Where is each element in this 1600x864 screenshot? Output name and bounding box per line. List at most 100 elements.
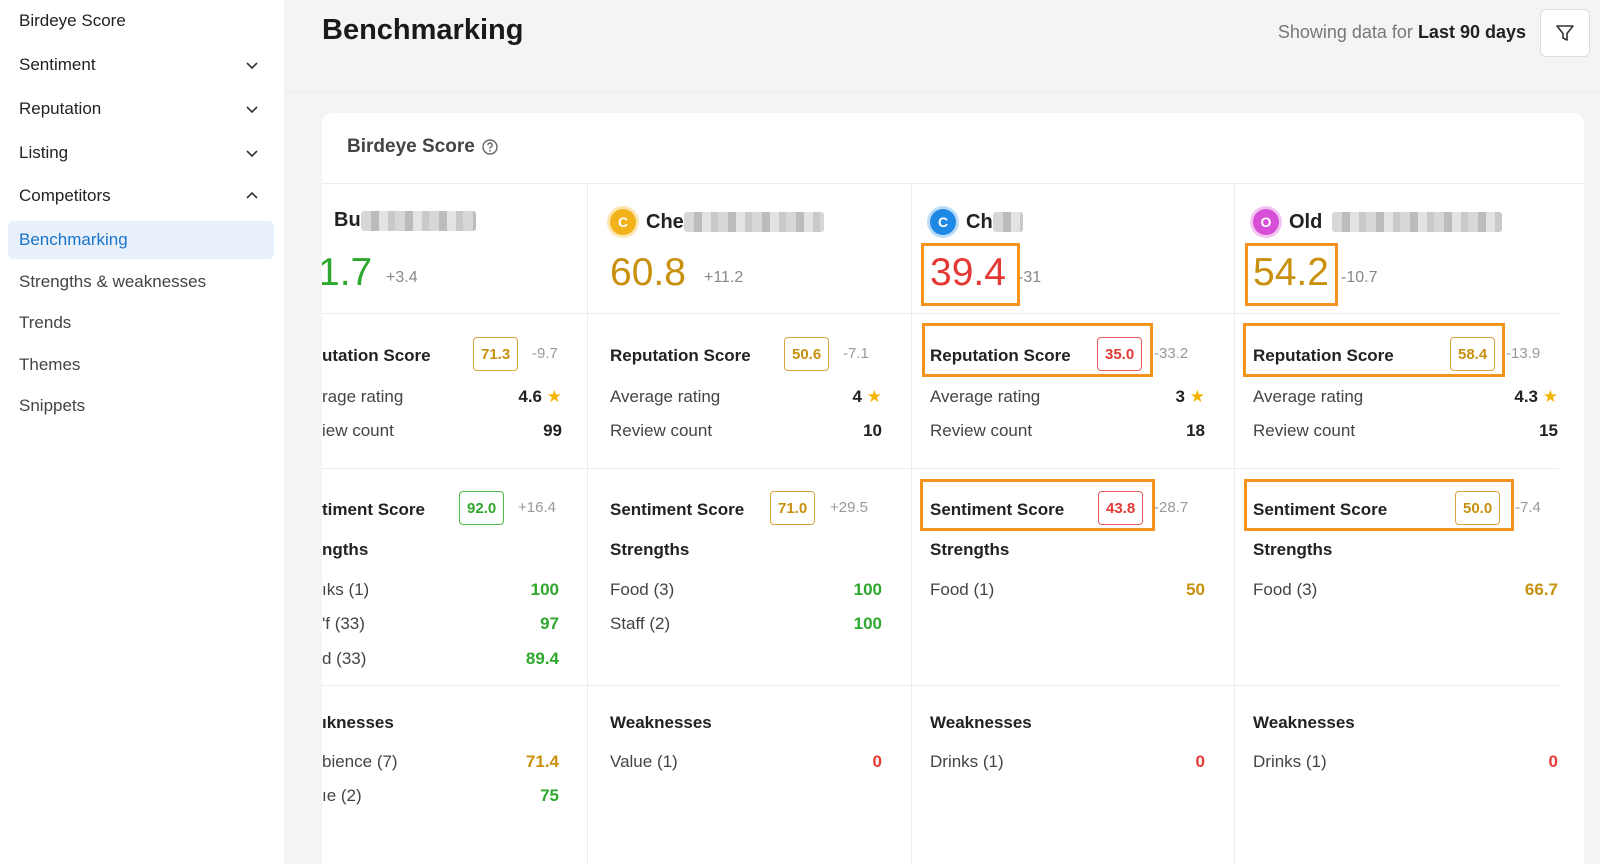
sentiment-score-label: Sentiment Score — [930, 500, 1065, 519]
sidebar-item-competitors[interactable]: Competitors — [19, 181, 260, 211]
sentiment-score-delta: +16.4 — [518, 499, 556, 516]
star-icon: ★ — [1189, 387, 1205, 406]
star-icon: ★ — [866, 387, 882, 406]
date-range-value: Last 90 days — [1417, 22, 1526, 42]
average-rating-label: Average rating — [930, 387, 1041, 406]
sidebar-item-label: Competitors — [19, 186, 111, 205]
sentiment-score-pill: 43.8 — [1098, 491, 1144, 525]
sidebar-item-birdeye-score[interactable]: Birdeye Score — [19, 6, 260, 36]
overall-score: 54.2 — [1253, 251, 1329, 294]
redacted-name — [683, 212, 824, 232]
competitor-name-text: Old — [1289, 210, 1323, 233]
sentiment-score-label: timent Score — [322, 500, 425, 519]
chevron-down-icon — [246, 62, 258, 70]
sidebar-subitem-themes[interactable]: Themes — [19, 350, 80, 380]
overall-score: 60.8 — [610, 251, 686, 294]
average-rating-value: 4.6 ★ — [518, 387, 562, 407]
review-count-label: iew count — [322, 421, 394, 440]
reputation-score-pill: 35.0 — [1097, 337, 1143, 371]
competitor-name-text: Bu — [334, 209, 361, 231]
sentiment-score-pill: 71.0 — [770, 491, 816, 525]
sentiment-score-delta: -28.7 — [1154, 499, 1189, 516]
competitor-column: Bu 1.7 +3.4 utation Score 71.3 -9.7 rage… — [322, 183, 587, 864]
strength-item-label: Staff (2) — [610, 614, 671, 633]
date-range-text: Showing data for Last 90 days — [1278, 22, 1526, 43]
sentiment-score-label: Sentiment Score — [1253, 500, 1388, 519]
overall-score-delta: +11.2 — [704, 269, 744, 286]
sidebar-subitem-label: Benchmarking — [19, 230, 128, 249]
strengths-label: ngths — [322, 540, 369, 559]
reputation-score-pill: 58.4 — [1450, 337, 1496, 371]
strength-item-label: Food (3) — [610, 580, 675, 599]
sidebar-subitem-label: Snippets — [19, 396, 86, 415]
sentiment-score-delta: -7.4 — [1515, 499, 1541, 516]
weakness-item-value: 75 — [540, 786, 559, 805]
weakness-item-value: 71.4 — [525, 752, 559, 771]
sidebar-item-label: Birdeye Score — [19, 11, 126, 30]
sidebar-subitem-label: Trends — [19, 313, 72, 332]
competitor-column: O Old 54.2 -10.7 Reputation Score 58.4 -… — [1235, 183, 1584, 864]
average-rating-number: 4 — [852, 387, 863, 406]
strength-item-label: Food (1) — [930, 580, 995, 599]
average-rating-value: 4 ★ — [853, 387, 882, 407]
competitor-name-text: Ch — [966, 210, 993, 233]
sidebar-item-reputation[interactable]: Reputation — [19, 94, 260, 124]
column-divider — [911, 183, 912, 864]
highlight-box — [921, 243, 1020, 306]
overall-score-delta: +3.4 — [386, 269, 418, 286]
competitor-badge: C — [610, 209, 636, 235]
average-rating-value: 3 ★ — [1176, 387, 1205, 407]
reputation-score-label: Reputation Score — [930, 346, 1071, 365]
overall-score: 39.4 — [930, 251, 1006, 294]
competitor-badge: C — [930, 209, 956, 235]
sidebar-subitem-snippets[interactable]: Snippets — [19, 391, 85, 421]
sentiment-score-pill: 92.0 — [459, 491, 505, 525]
review-count-value: 15 — [1539, 421, 1558, 440]
row-divider — [322, 685, 1559, 686]
header-divider — [284, 92, 1600, 93]
review-count-value: 10 — [863, 421, 882, 440]
review-count-label: Review count — [1253, 421, 1356, 440]
reputation-score-delta: -13.9 — [1506, 345, 1541, 362]
weakness-item-value: 0 — [1548, 752, 1558, 771]
reputation-score-pill: 50.6 — [784, 337, 830, 371]
strength-item-label: d (33) — [322, 649, 367, 668]
overall-score-delta: -10.7 — [1341, 269, 1378, 286]
sidebar-subitem-trends[interactable]: Trends — [19, 308, 71, 338]
highlight-box — [1244, 479, 1514, 531]
sentiment-score-pill: 50.0 — [1455, 491, 1501, 525]
strength-item-value: 66.7 — [1524, 580, 1558, 599]
row-divider — [322, 313, 1559, 314]
redacted-name — [1332, 212, 1503, 232]
reputation-score-pill: 71.3 — [473, 337, 519, 371]
weakness-item-value: 0 — [872, 752, 882, 771]
sidebar-item-label: Sentiment — [19, 55, 96, 74]
highlight-box — [920, 479, 1155, 531]
strength-item-label: Food (3) — [1253, 580, 1318, 599]
average-rating-number: 4.3 — [1514, 387, 1539, 406]
filter-icon — [1556, 25, 1574, 41]
average-rating-label: Average rating — [610, 387, 721, 406]
sidebar-item-sentiment[interactable]: Sentiment — [19, 50, 260, 80]
overall-score-delta: -31 — [1018, 269, 1042, 286]
star-icon: ★ — [546, 387, 562, 406]
sidebar-subitem-strengths-weaknesses[interactable]: Strengths & weaknesses — [19, 267, 206, 297]
sidebar-item-label: Reputation — [19, 99, 102, 118]
strength-item-label: 'f (33) — [322, 614, 365, 633]
star-icon: ★ — [1542, 387, 1558, 406]
redacted-name — [992, 212, 1023, 232]
weakness-item-label: Value (1) — [610, 752, 678, 771]
filter-button[interactable] — [1540, 9, 1590, 57]
help-icon[interactable] — [481, 138, 499, 156]
highlight-box — [922, 323, 1153, 377]
sidebar-subitem-benchmarking[interactable] — [8, 221, 274, 259]
strengths-label: Strengths — [610, 540, 690, 559]
overall-score: 1.7 — [322, 251, 373, 294]
competitor-name: O Old — [1253, 209, 1503, 235]
sidebar-subitem-label: Themes — [19, 355, 81, 374]
sidebar-item-label: Listing — [19, 143, 69, 162]
sidebar-item-listing[interactable]: Listing — [19, 138, 260, 168]
weakness-item-label: ıe (2) — [322, 786, 362, 805]
reputation-score-label: Reputation Score — [1253, 346, 1394, 365]
average-rating-number: 4.6 — [518, 387, 543, 406]
